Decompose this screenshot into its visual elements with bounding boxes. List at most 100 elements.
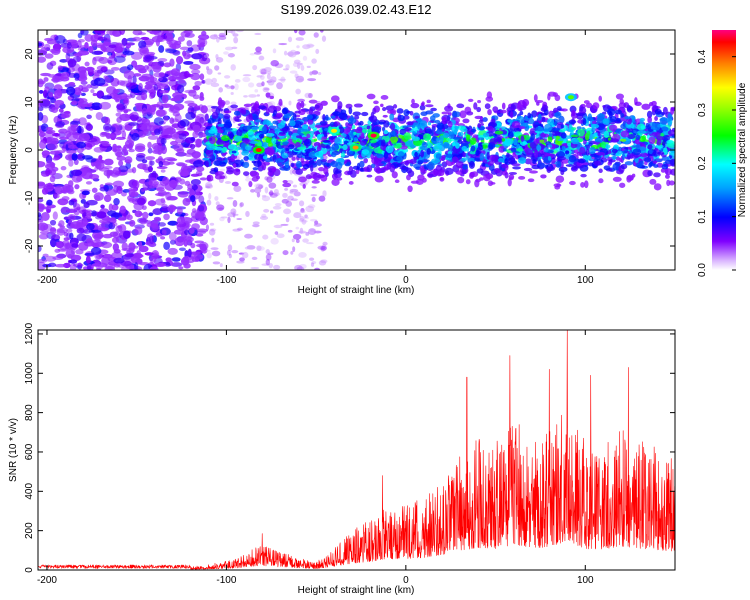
heatmap-cell xyxy=(96,211,107,219)
heatmap-cell xyxy=(331,173,338,180)
heatmap-cell xyxy=(54,99,65,106)
heatmap-cell xyxy=(361,146,370,150)
heatmap-cell xyxy=(99,186,108,192)
heatmap-cell xyxy=(543,108,549,116)
heatmap-cell xyxy=(530,133,536,141)
heatmap-cell xyxy=(218,97,223,106)
heatmap-cell xyxy=(111,236,120,244)
heatmap-cell xyxy=(71,243,79,248)
heatmap-cell xyxy=(214,146,223,151)
heatmap-cell xyxy=(81,155,93,160)
snr-y-label: SNR (10 * v/v) xyxy=(8,418,19,482)
heatmap-cell xyxy=(389,113,395,121)
heatmap-cell xyxy=(189,143,196,150)
heatmap-cell xyxy=(131,132,140,141)
heatmap-cell xyxy=(140,188,146,192)
heatmap-cell xyxy=(52,132,60,137)
heatmap-cell xyxy=(122,50,135,56)
heatmap-cell xyxy=(48,91,54,98)
heatmap-cell xyxy=(569,180,576,186)
heatmap-cell xyxy=(650,126,656,130)
heatmap-cell xyxy=(314,267,320,270)
heatmap-cell xyxy=(138,245,149,253)
heatmap-cell xyxy=(215,139,225,145)
heatmap-cell xyxy=(171,118,179,123)
heatmap-cell xyxy=(404,127,412,132)
heatmap-cell xyxy=(243,125,252,131)
heatmap-cell xyxy=(227,53,235,58)
heatmap-cell xyxy=(86,266,92,270)
heatmap-cell xyxy=(228,253,232,259)
heatmap-cell xyxy=(105,132,112,140)
heatmap-cell xyxy=(57,198,69,206)
heatmap-cell xyxy=(410,102,420,109)
heatmap-cell xyxy=(152,208,163,216)
heatmap-cell xyxy=(454,142,460,149)
heatmap-cell xyxy=(46,142,58,151)
heatmap-cell xyxy=(148,180,153,186)
heatmap-cell xyxy=(540,174,547,179)
heatmap-cell xyxy=(231,181,239,187)
heatmap-cell xyxy=(58,136,70,140)
heatmap-cell xyxy=(224,100,230,105)
heatmap-cell xyxy=(68,159,74,167)
heatmap-cell xyxy=(451,156,459,163)
heatmap-cell xyxy=(385,145,394,154)
heatmap-cell xyxy=(254,32,262,35)
heatmap-cell xyxy=(61,71,70,80)
heatmap-cell xyxy=(150,93,155,99)
colorbar-tick-label: 0.4 xyxy=(697,49,708,63)
heatmap-cell xyxy=(370,111,375,120)
heatmap-cell xyxy=(391,171,398,179)
heatmap-cell xyxy=(219,263,223,268)
heatmap-cell xyxy=(241,109,247,115)
heatmap-cell xyxy=(291,156,296,161)
heatmap-cell xyxy=(471,171,479,177)
snr-x-ticks: -200 -100 0 100 xyxy=(37,330,594,586)
heatmap-cell xyxy=(176,84,185,94)
colorbar: 0.0 0.1 0.2 0.3 0.4 Normalized spectral ampl… xyxy=(697,30,748,277)
heatmap-cell xyxy=(92,57,97,66)
heatmap-cell xyxy=(187,248,192,258)
heatmap-cell xyxy=(380,95,389,100)
heatmap-cell xyxy=(121,130,127,139)
heatmap-cell xyxy=(223,121,233,129)
heatmap-cell xyxy=(360,132,365,138)
heatmap-cell xyxy=(392,104,398,109)
heatmap-cell xyxy=(224,75,231,79)
heatmap-cell xyxy=(316,159,323,166)
heatmap-cell xyxy=(38,258,48,263)
heatmap-cell xyxy=(635,144,641,150)
heatmap-cell xyxy=(308,228,317,236)
heatmap-cell xyxy=(175,151,187,157)
heatmap-cell xyxy=(331,128,338,133)
heatmap-cell xyxy=(111,204,119,211)
heatmap-cell xyxy=(276,112,283,118)
heatmap-cell xyxy=(419,165,425,173)
heatmap-cell xyxy=(245,177,253,182)
heatmap-cell xyxy=(535,126,545,132)
colorbar-label: Normalized spectral amplitude xyxy=(737,82,748,217)
heatmap-cell xyxy=(93,77,106,87)
heatmap-cell xyxy=(335,161,343,170)
heatmap-cell xyxy=(214,196,219,201)
heatmap-cell xyxy=(666,139,674,144)
heatmap-cell xyxy=(555,175,565,183)
heatmap-cell xyxy=(145,156,156,161)
heatmap-cell xyxy=(90,102,103,110)
heatmap-cell xyxy=(58,128,69,134)
heatmap-cell xyxy=(323,127,330,132)
heatmap-cell xyxy=(628,146,632,150)
heatmap-cell xyxy=(154,128,161,136)
heatmap-cell xyxy=(226,197,234,200)
heatmap-cell xyxy=(555,135,560,140)
heatmap-cell xyxy=(459,110,467,119)
heatmap-cell xyxy=(507,119,513,123)
heatmap-cell xyxy=(547,156,552,161)
heatmap-cell xyxy=(206,199,212,206)
heatmap-cell xyxy=(308,151,317,159)
heatmap-cell xyxy=(153,31,161,36)
heatmap-cell xyxy=(254,153,263,161)
heatmap-cell xyxy=(156,83,169,89)
heatmap-cell xyxy=(647,116,652,124)
